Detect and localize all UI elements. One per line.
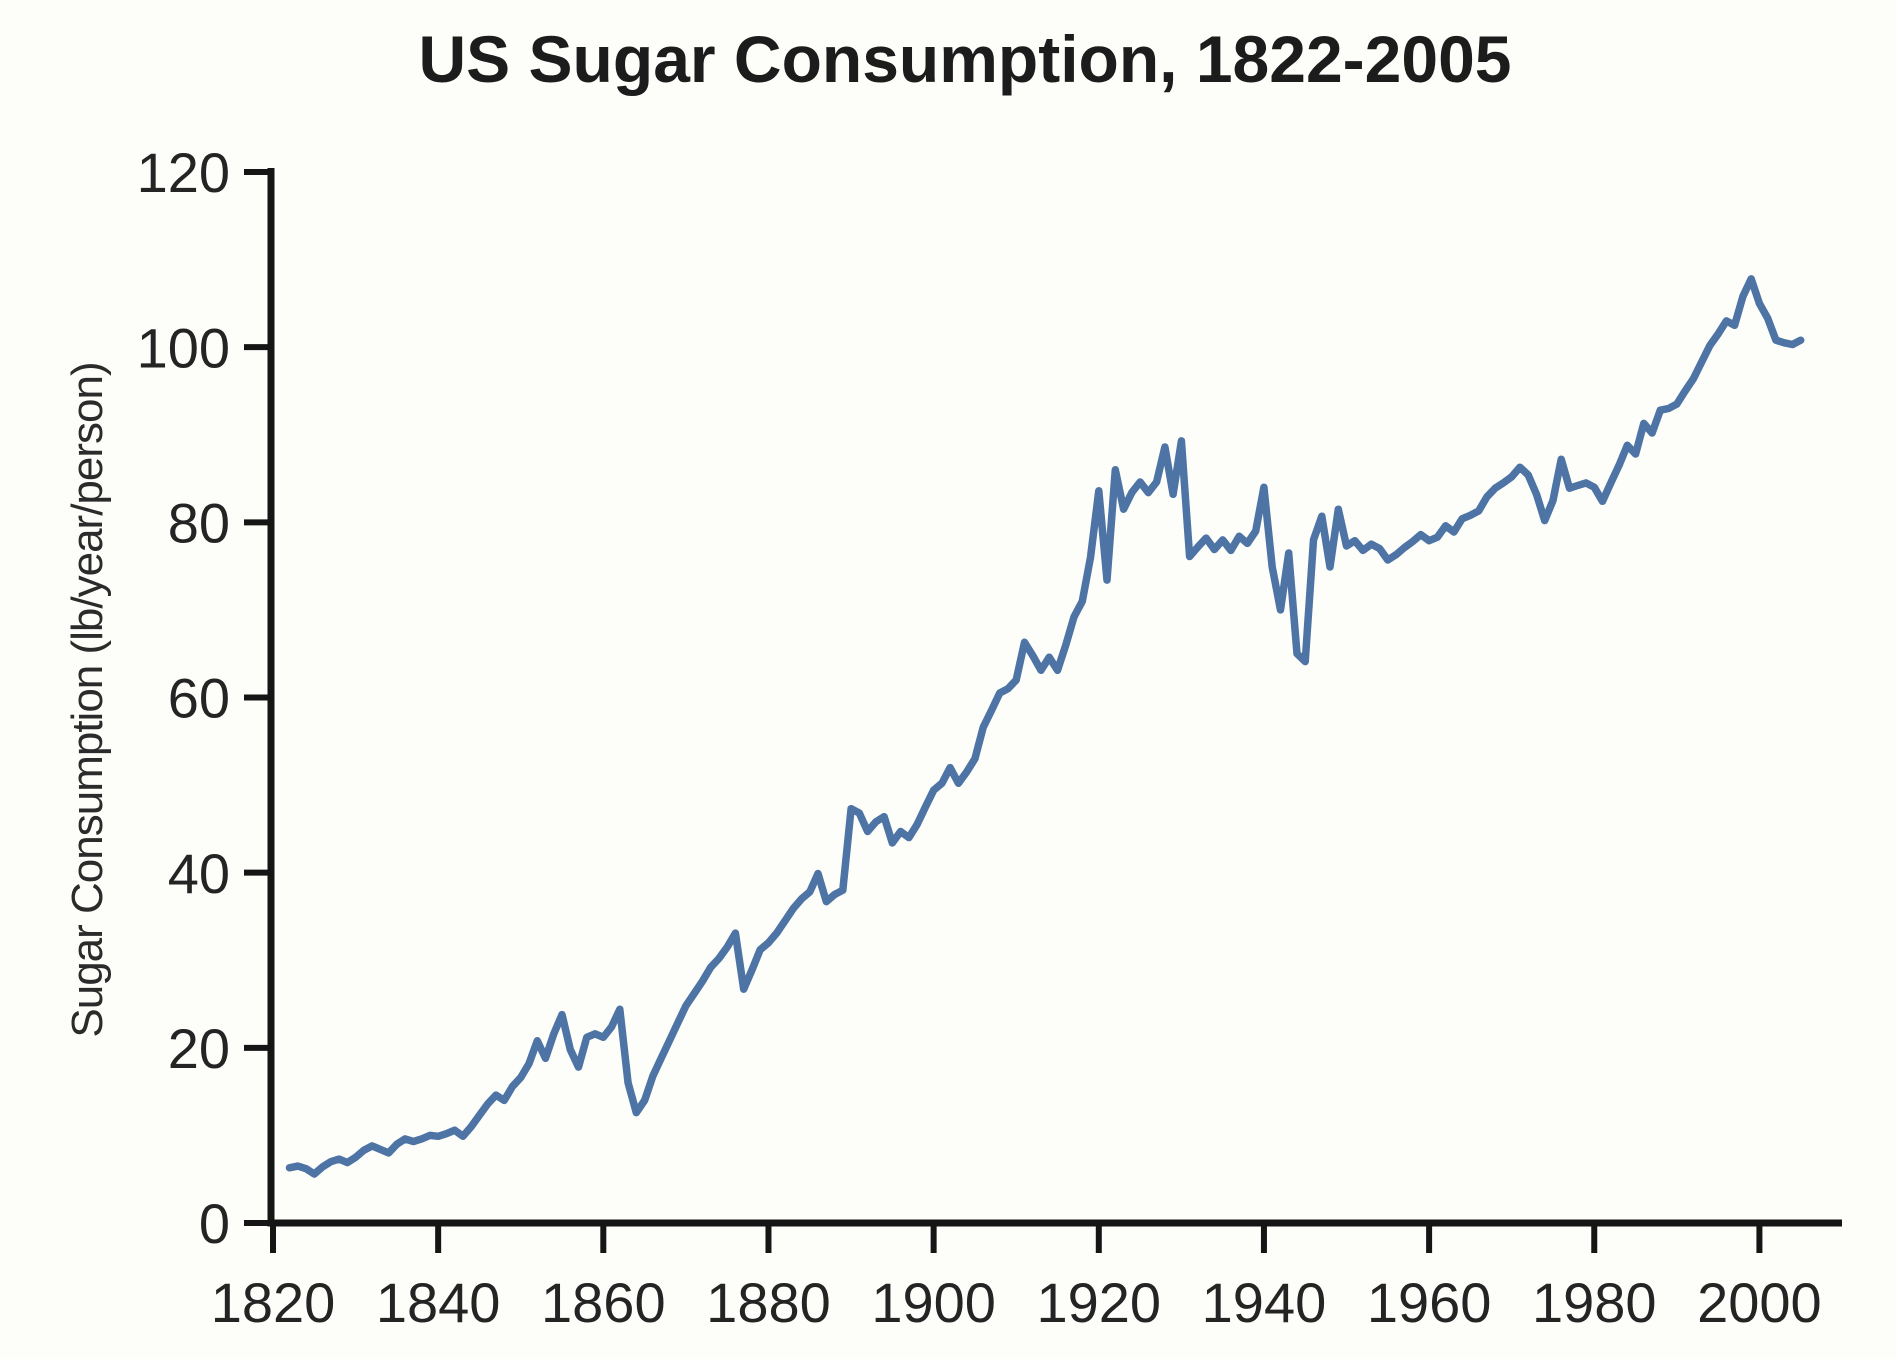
y-tick-label: 100: [137, 316, 230, 379]
y-tick-label: 0: [199, 1192, 230, 1255]
chart-title: US Sugar Consumption, 1822-2005: [419, 22, 1512, 96]
x-tick-label: 1820: [211, 1271, 336, 1334]
y-tick-label: 20: [168, 1017, 230, 1080]
data-series: [285, 275, 1805, 1178]
x-tick-label: 1940: [1202, 1271, 1327, 1334]
axis-lines: [267, 168, 1842, 1227]
x-tick-label: 1960: [1367, 1271, 1492, 1334]
data-series-line: [285, 275, 1805, 1178]
x-tick-label: 2000: [1697, 1271, 1822, 1334]
x-tick-label: 1920: [1037, 1271, 1162, 1334]
y-axis-label: Sugar Consumption (lb/year/person): [63, 362, 112, 1037]
x-tick-label: 1860: [541, 1271, 666, 1334]
y-tick-label: 60: [168, 667, 230, 730]
y-tick-label: 120: [137, 141, 230, 204]
x-tick-label: 1980: [1532, 1271, 1657, 1334]
x-tick-label: 1900: [871, 1271, 996, 1334]
tick-marks: [244, 169, 1763, 1253]
y-tick-label: 80: [168, 491, 230, 554]
x-tick-label: 1840: [376, 1271, 501, 1334]
x-tick-label: 1880: [706, 1271, 831, 1334]
y-tick-label: 40: [168, 842, 230, 905]
axes: [267, 168, 1842, 1227]
tick-labels: 0 20 40 60 80 100 120 1820 1840 1860 1880 1900 1920 1…: [137, 141, 1822, 1334]
